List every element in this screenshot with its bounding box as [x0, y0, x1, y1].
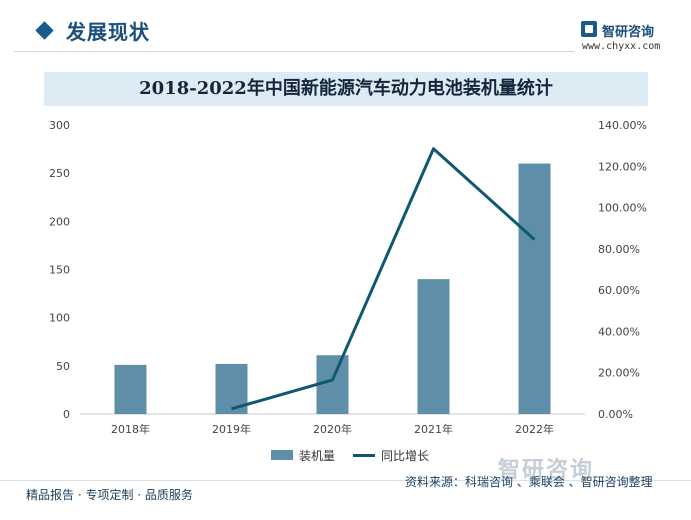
line-series: [231, 147, 536, 411]
right-tick-label: 60.00%: [598, 284, 640, 297]
growth-line: [231, 147, 536, 411]
left-tick-label: 0: [63, 408, 70, 421]
left-tick-label: 50: [56, 360, 70, 373]
left-tick-label: 200: [49, 215, 70, 228]
left-tick-label: 250: [49, 167, 70, 180]
combo-chart: 0 50 100 150 200 250 300 0.00% 20.00% 40.00% 60.0…: [49, 119, 647, 436]
x-tick-label: 2019年: [212, 422, 251, 436]
right-tick-label: 20.00%: [598, 367, 640, 380]
footer-divider: [0, 480, 691, 481]
footer-brand-watermark: 智研咨询: [498, 458, 595, 483]
x-tick-label: 2021年: [414, 422, 453, 436]
left-axis: 0 50 100 150 200 250 300: [49, 119, 70, 421]
x-tick-label: 2020年: [313, 422, 352, 436]
header-divider: [14, 51, 574, 52]
left-tick-label: 300: [49, 119, 70, 132]
section-title: 发展现状: [66, 20, 150, 44]
brand-url: www.chyxx.com: [582, 41, 661, 52]
left-tick-label: 100: [49, 312, 70, 325]
data-source: 资料来源：科瑞咨询 、乘联会 、智研咨询整理: [405, 475, 653, 489]
x-tick-label: 2018年: [111, 422, 150, 436]
right-tick-label: 0.00%: [598, 408, 633, 421]
right-tick-label: 100.00%: [598, 202, 647, 215]
right-tick-label: 120.00%: [598, 160, 647, 173]
x-tick-label: 2022年: [515, 422, 554, 436]
bar-2021年: [417, 279, 450, 414]
brand-logo-icon: [581, 21, 597, 37]
page-header: 发展现状 智研咨询 www.chyxx.com: [0, 0, 691, 62]
section-diamond-icon: [35, 21, 54, 40]
chart-title: 2018-2022年中国新能源汽车动力电池装机量统计: [139, 78, 553, 99]
right-tick-label: 40.00%: [598, 325, 640, 338]
bar-2022年: [518, 163, 551, 414]
bar-series: [114, 163, 551, 414]
bar-2018年: [114, 364, 147, 414]
right-tick-label: 80.00%: [598, 243, 640, 256]
x-axis-labels: 2018年 2019年 2020年 2021年 2022年: [111, 422, 554, 436]
chart-title-banner: 2018-2022年中国新能源汽车动力电池装机量统计: [44, 72, 648, 106]
left-tick-label: 150: [49, 264, 70, 277]
legend-line-label: 同比增长: [381, 448, 430, 463]
brand-name: 智研咨询: [602, 25, 655, 40]
footer-tagline: 精品报告 · 专项定制 · 品质服务: [26, 488, 193, 502]
bar-2020年: [316, 355, 349, 414]
right-tick-label: 140.00%: [598, 119, 647, 132]
legend-bar-swatch: [271, 450, 293, 460]
legend-line-swatch: [353, 453, 376, 457]
right-axis: 0.00% 20.00% 40.00% 60.00% 80.00% 100.00% 120.…: [598, 119, 647, 421]
chart-legend: 装机量 同比增长: [271, 447, 429, 463]
legend-bar-label: 装机量: [299, 448, 336, 463]
